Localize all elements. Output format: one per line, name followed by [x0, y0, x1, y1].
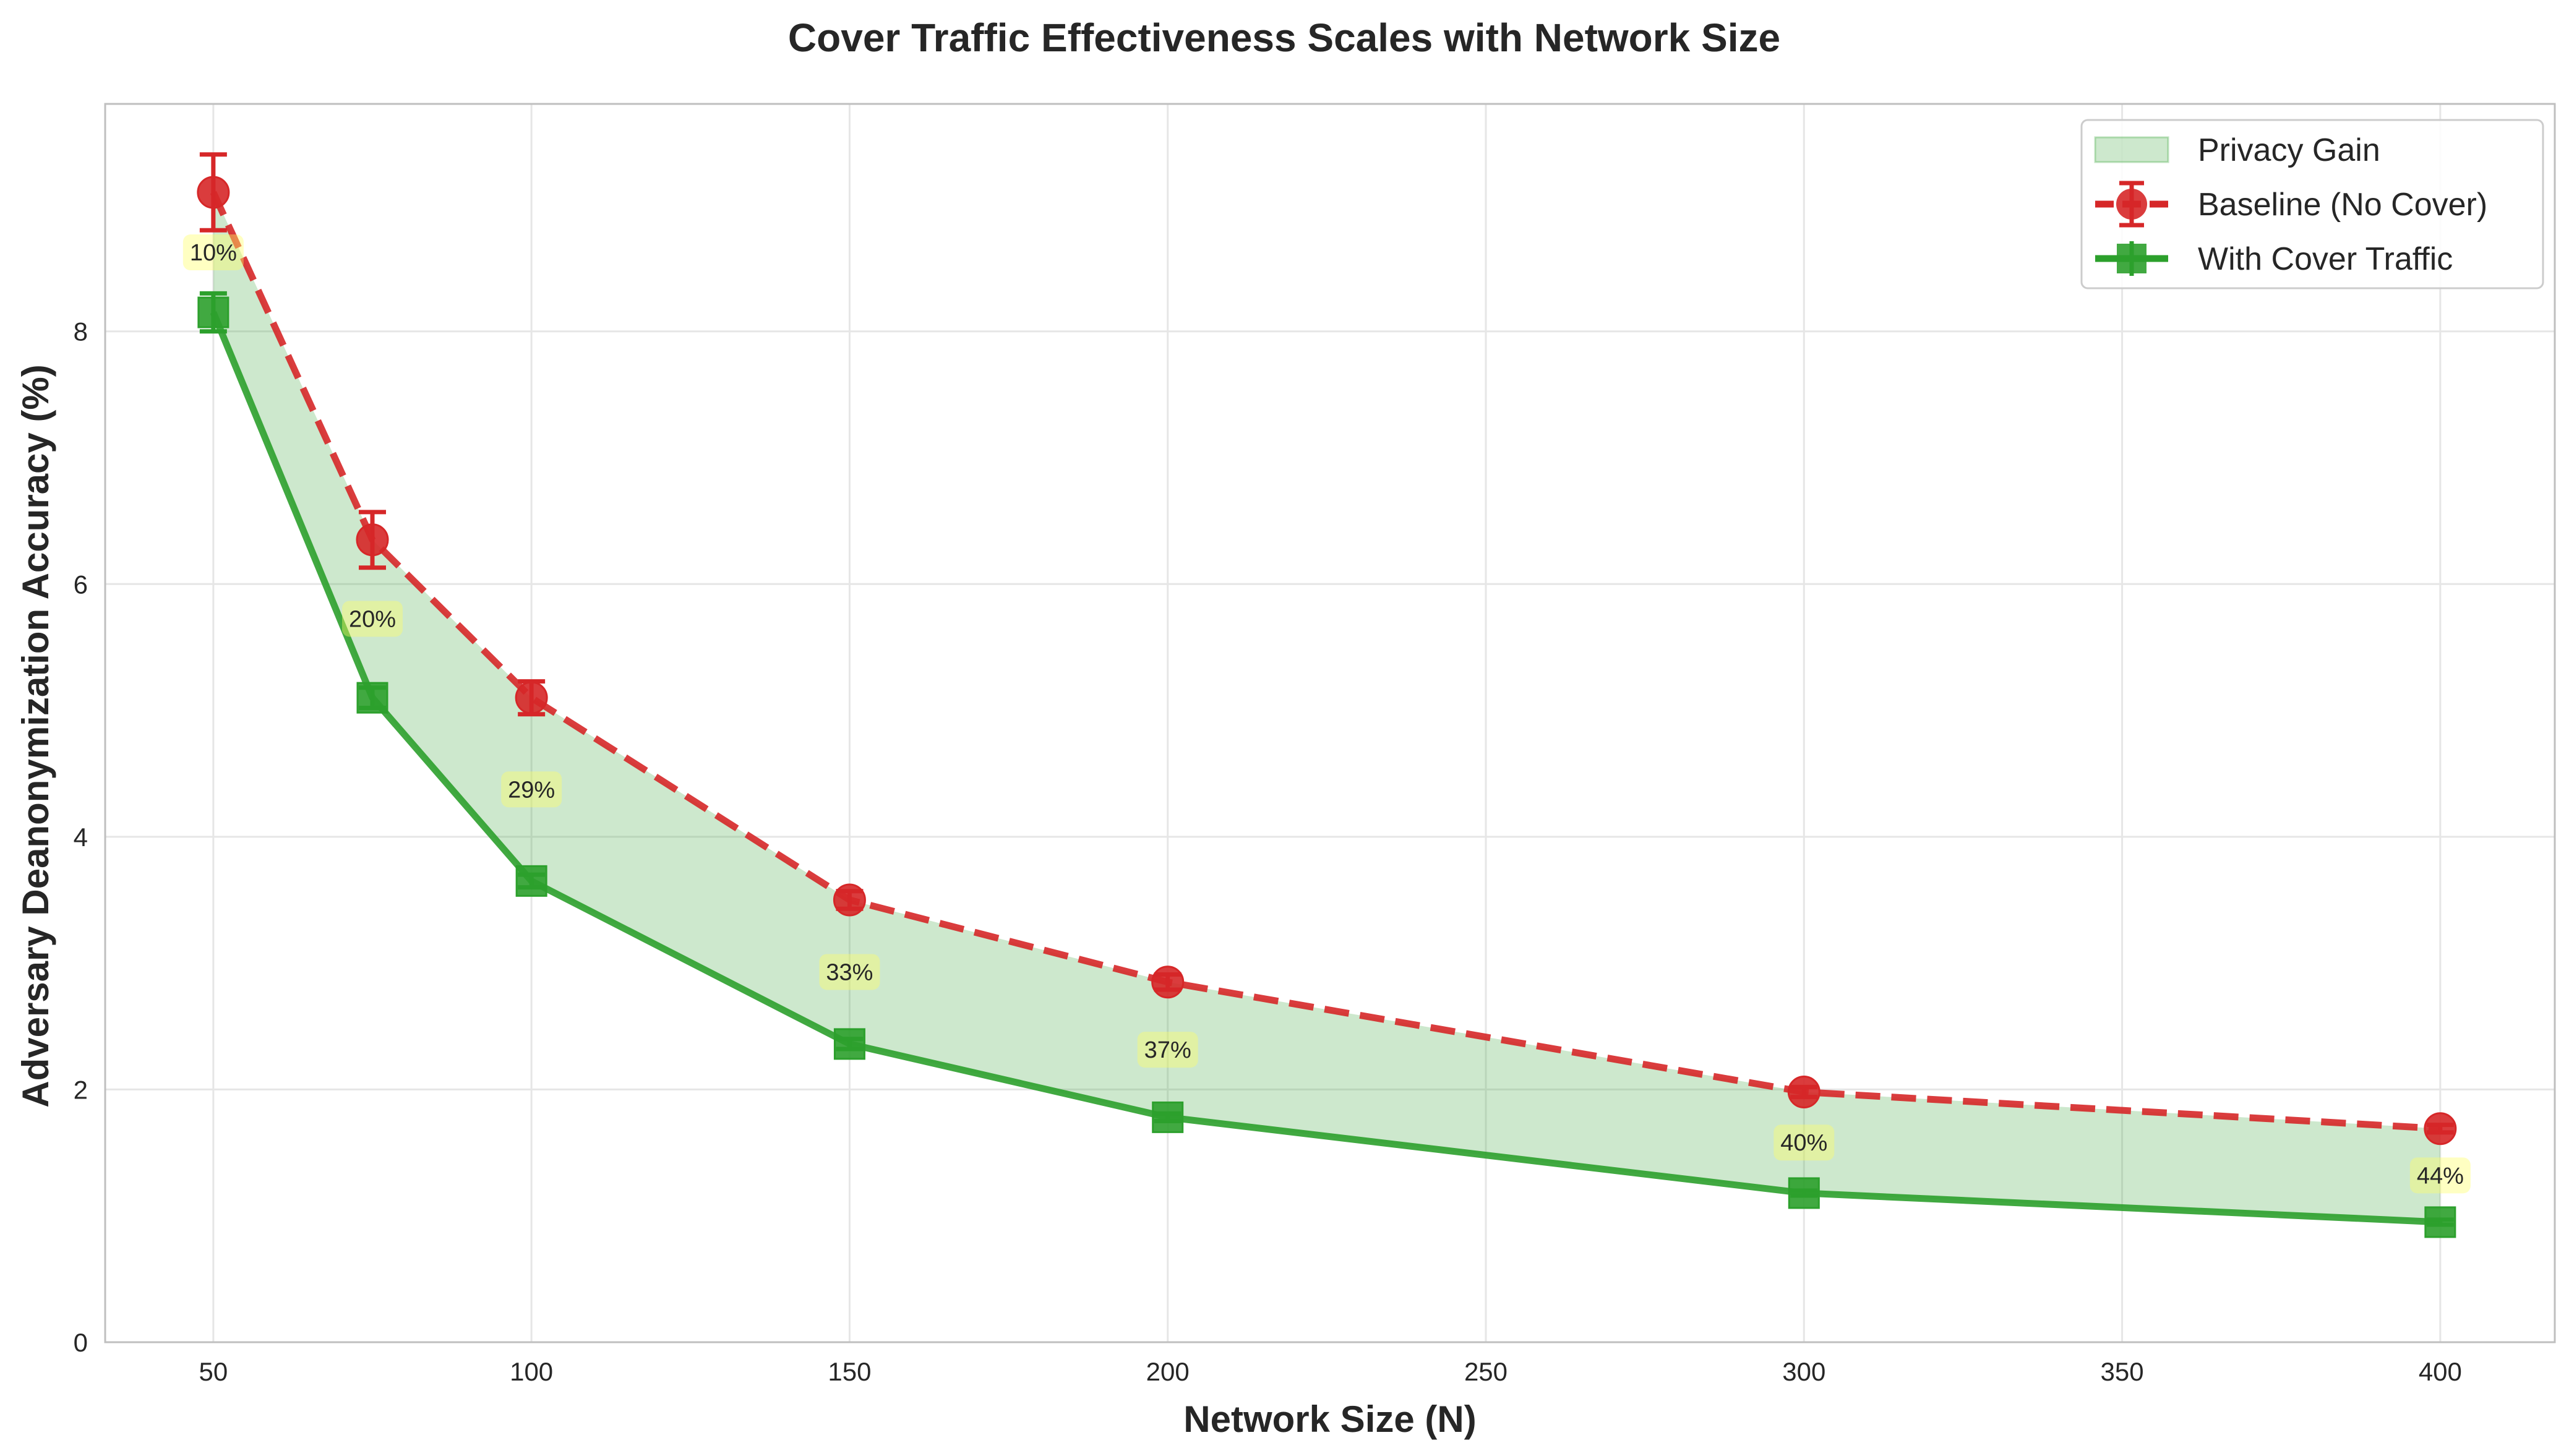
data-point-with-cover — [1152, 1101, 1184, 1133]
annotation: 10% — [182, 234, 244, 271]
data-point-baseline — [356, 523, 389, 557]
annotation-box — [182, 234, 244, 271]
legend-label: Privacy Gain — [2198, 132, 2380, 168]
data-point-with-cover — [833, 1028, 865, 1060]
data-point-baseline — [1151, 966, 1185, 999]
annotation: 33% — [819, 954, 880, 990]
legend-item: With Cover Traffic — [2095, 241, 2453, 277]
annotation-label: 20% — [349, 606, 396, 632]
annotation-box — [342, 601, 403, 637]
y-tick-label: 6 — [74, 570, 88, 599]
y-tick-label: 4 — [74, 823, 88, 852]
legend-marker-baseline — [2116, 189, 2147, 220]
privacy-gain-area — [213, 192, 2440, 1222]
legend-item: Baseline (No Cover) — [2095, 181, 2487, 228]
data-point-with-cover — [356, 682, 388, 714]
chart-title: Cover Traffic Effectiveness Scales with … — [788, 15, 1780, 60]
plot-area: 50 100 150 200 250 300 350 400 0 2 4 6 8 10% 20% 29% 33%… — [74, 103, 2556, 1386]
annotation-box — [1773, 1124, 1835, 1161]
series-baseline — [197, 152, 2457, 1146]
data-point-baseline — [833, 883, 866, 917]
legend-box — [2080, 119, 2544, 289]
data-point-with-cover — [2424, 1206, 2456, 1238]
legend-swatch-privacy-gain — [2094, 136, 2169, 163]
data-point-with-cover — [197, 296, 229, 328]
y-tick-label: 0 — [74, 1328, 88, 1357]
annotation-label: 33% — [826, 959, 873, 985]
x-tick-label: 300 — [1782, 1357, 1825, 1386]
x-tick-label: 50 — [199, 1357, 228, 1386]
legend-item: Privacy Gain — [2094, 132, 2380, 168]
annotation-label: 44% — [2417, 1163, 2464, 1189]
y-axis-label: Adversary Deanonymization Accuracy (%) — [15, 364, 56, 1108]
x-tick-label: 350 — [2101, 1357, 2144, 1386]
legend-marker-with-cover — [2117, 244, 2147, 273]
y-tick-label: 2 — [74, 1075, 88, 1104]
annotation-box — [1137, 1032, 1198, 1068]
annotation-box — [2409, 1157, 2471, 1194]
annotation: 44% — [2409, 1157, 2471, 1194]
data-point-with-cover — [1788, 1177, 1820, 1209]
data-point-baseline — [197, 176, 230, 209]
annotation-label: 29% — [508, 777, 555, 803]
annotation-box — [819, 954, 880, 990]
annotation-label: 37% — [1144, 1037, 1191, 1063]
legend-label: Baseline (No Cover) — [2198, 187, 2487, 223]
data-point-baseline — [515, 681, 548, 714]
series-with-cover — [197, 291, 2456, 1238]
x-tick-label: 100 — [510, 1357, 553, 1386]
data-point-with-cover — [515, 865, 547, 897]
x-tick-label: 150 — [828, 1357, 871, 1386]
annotation: 29% — [501, 771, 562, 808]
x-tick-label: 200 — [1146, 1357, 1190, 1386]
annotation-label: 10% — [190, 240, 237, 266]
legend: Privacy Gain Baseline (No Cover) With Cove… — [2080, 119, 2544, 289]
data-point-baseline — [2424, 1112, 2457, 1146]
annotation: 37% — [1137, 1032, 1198, 1068]
y-tick-label: 8 — [74, 317, 88, 346]
x-axis-label: Network Size (N) — [1183, 1398, 1476, 1440]
data-point-baseline — [1787, 1076, 1821, 1109]
annotation-label: 40% — [1780, 1130, 1827, 1156]
annotation-box — [501, 771, 562, 808]
annotation: 40% — [1773, 1124, 1835, 1161]
x-tick-label: 400 — [2419, 1357, 2462, 1386]
annotation: 20% — [342, 601, 403, 637]
x-tick-label: 250 — [1464, 1357, 1508, 1386]
legend-label: With Cover Traffic — [2198, 241, 2453, 277]
plot-frame — [104, 103, 2556, 1343]
